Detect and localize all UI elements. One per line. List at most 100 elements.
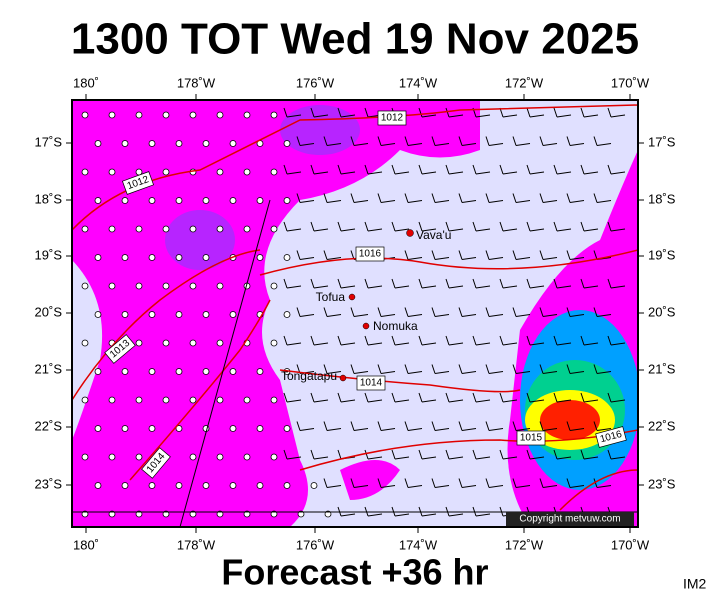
wind-barb [593, 193, 612, 203]
wind-barb [296, 250, 315, 260]
x-label-top: 174˚W [399, 75, 438, 90]
wind-barb [337, 278, 356, 289]
calm-marker [256, 368, 264, 375]
calm-marker [283, 425, 291, 432]
wind-barb [283, 107, 302, 118]
wind-barb [337, 335, 356, 346]
wind-barb [350, 364, 369, 374]
wind-barb [580, 335, 599, 346]
calm-marker [270, 396, 278, 404]
wind-barb [296, 136, 315, 146]
calm-marker [94, 140, 102, 147]
wind-barb [499, 335, 518, 346]
wind-barb [458, 364, 477, 374]
wind-barb [310, 164, 329, 175]
calm-marker [94, 425, 102, 432]
calm-marker [229, 311, 237, 318]
wind-barb [512, 364, 531, 374]
wind-barb [377, 307, 396, 317]
calm-marker [283, 482, 291, 489]
wind-barb [310, 221, 329, 232]
wind-barb [566, 364, 585, 374]
wind-barb [323, 364, 342, 374]
calm-marker [162, 225, 170, 233]
wind-barb [445, 335, 464, 346]
wind-barb [607, 164, 626, 175]
wind-barb [539, 136, 558, 146]
wind-barb [391, 392, 410, 403]
wind-barb [377, 364, 396, 374]
wind-barb [580, 107, 599, 118]
calm-marker [243, 396, 251, 404]
calm-marker [94, 311, 102, 318]
calm-marker [135, 339, 143, 347]
wind-barb [283, 164, 302, 175]
wind-barb [553, 164, 572, 175]
calm-marker [202, 254, 210, 261]
calm-marker [162, 282, 170, 290]
wind-barb [350, 193, 369, 203]
wind-barb [310, 335, 329, 346]
wind-barb [283, 392, 302, 403]
calm-marker [189, 396, 197, 404]
wind-barb [296, 193, 315, 203]
calm-marker [81, 339, 89, 347]
wind-barb [472, 392, 491, 403]
wind-barb [566, 307, 585, 317]
image-code: IM2 [683, 576, 707, 592]
calm-marker [148, 140, 156, 147]
wind-barb [418, 221, 437, 232]
wind-barb [310, 278, 329, 289]
wind-barb [553, 449, 572, 460]
wind-barb [485, 421, 504, 431]
calm-marker [148, 425, 156, 432]
wind-barb [485, 364, 504, 374]
wind-barb [337, 107, 356, 118]
wind-barb [526, 392, 545, 403]
wind-barb [323, 478, 342, 488]
wind-barb [566, 193, 585, 203]
wind-barb [418, 335, 437, 346]
calm-marker [243, 225, 251, 233]
wind-barb [350, 307, 369, 317]
calm-marker [94, 254, 102, 261]
wind-barb [607, 278, 626, 289]
wind-barb [404, 307, 423, 317]
calm-marker [256, 482, 264, 489]
wind-barb [580, 278, 599, 289]
wind-barb [485, 250, 504, 260]
wind-barb [323, 421, 342, 431]
wind-barb [296, 307, 315, 317]
place-label: Nomuka [373, 319, 418, 333]
place-label: Tongatapu [281, 369, 337, 383]
y-label-right: 18˚S [648, 191, 676, 206]
calm-marker [216, 168, 224, 176]
wind-barb [458, 193, 477, 203]
calm-marker [175, 482, 183, 489]
wind-barb [566, 250, 585, 260]
wind-barb [553, 221, 572, 232]
wind-barb [418, 278, 437, 289]
x-label-top: 172˚W [505, 75, 544, 90]
wind-barb [310, 107, 329, 118]
calm-marker [121, 311, 129, 318]
calm-marker [270, 282, 278, 290]
wind-barb [553, 335, 572, 346]
wind-barb [445, 164, 464, 175]
calm-marker [175, 425, 183, 432]
wind-barb [526, 107, 545, 118]
wind-barb [404, 250, 423, 260]
calm-marker [256, 425, 264, 432]
calm-marker [189, 225, 197, 233]
calm-marker [94, 482, 102, 489]
calm-marker [121, 425, 129, 432]
calm-marker [81, 168, 89, 176]
calm-marker [108, 168, 116, 176]
wind-barb [337, 164, 356, 175]
x-label-top: 170˚W [611, 75, 650, 90]
wind-barb [593, 307, 612, 317]
wind-barb [526, 164, 545, 175]
wind-barb [431, 250, 450, 260]
wind-barb [580, 164, 599, 175]
